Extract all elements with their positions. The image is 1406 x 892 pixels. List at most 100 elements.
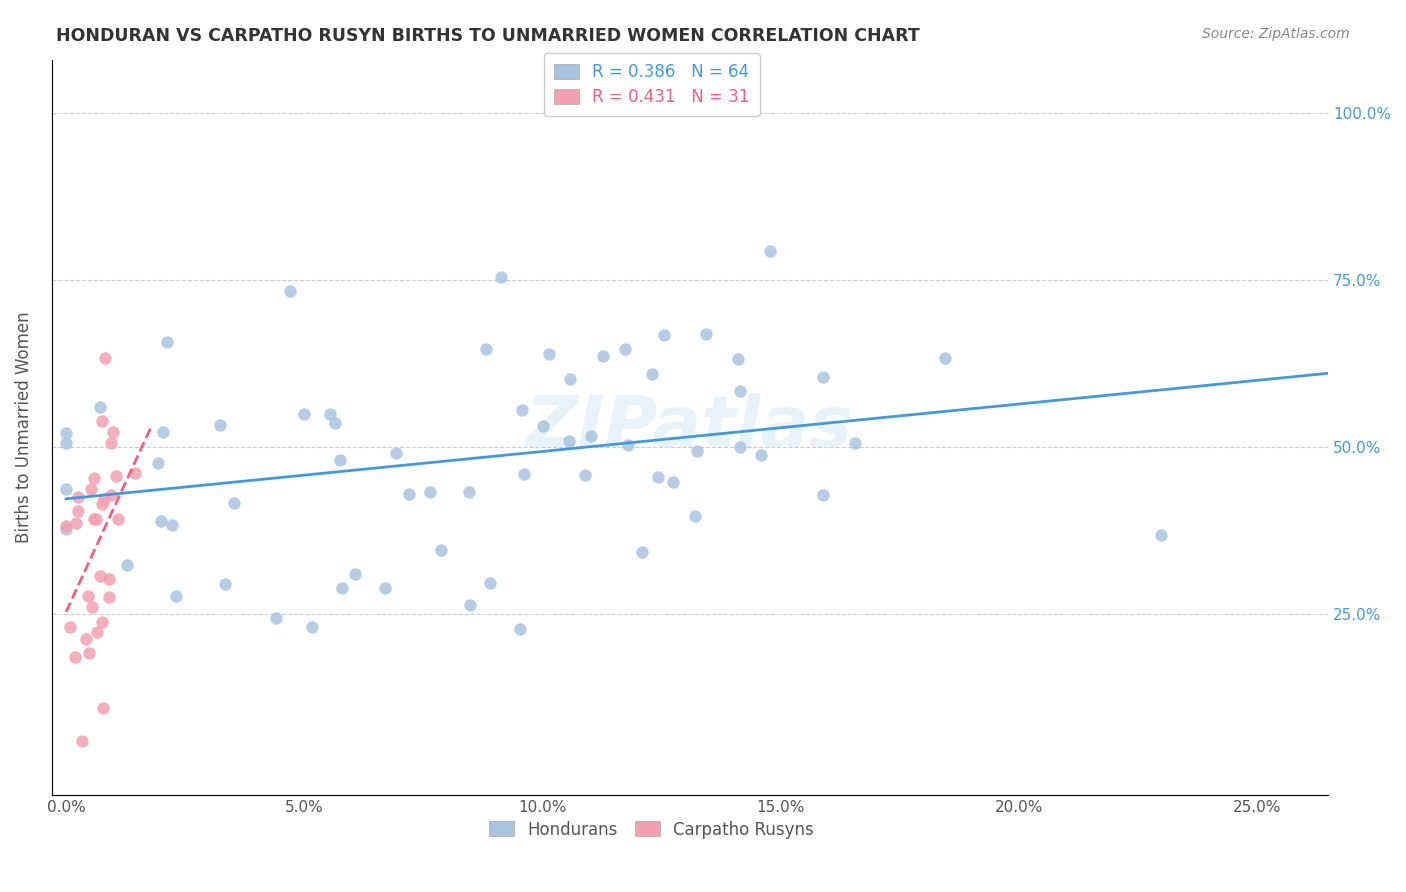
Point xyxy=(91,414,114,428)
Point xyxy=(617,438,640,452)
Point xyxy=(77,589,100,603)
Point xyxy=(86,625,108,640)
Point xyxy=(91,700,114,714)
Point xyxy=(574,468,596,483)
Point xyxy=(80,599,103,614)
Point xyxy=(84,512,107,526)
Point xyxy=(75,632,97,646)
Point xyxy=(652,328,675,343)
Point xyxy=(478,575,501,590)
Point xyxy=(683,509,706,524)
Point xyxy=(1150,528,1173,542)
Point xyxy=(509,622,531,636)
Point xyxy=(65,516,87,531)
Point xyxy=(222,496,245,510)
Point xyxy=(149,515,172,529)
Point xyxy=(105,469,128,483)
Point xyxy=(160,518,183,533)
Point xyxy=(101,425,124,439)
Point xyxy=(90,497,112,511)
Point xyxy=(592,349,614,363)
Text: ZIPatlas: ZIPatlas xyxy=(526,392,853,462)
Point xyxy=(117,558,139,573)
Point xyxy=(318,407,340,421)
Point xyxy=(579,429,602,443)
Text: HONDURAN VS CARPATHO RUSYN BIRTHS TO UNMARRIED WOMEN CORRELATION CHART: HONDURAN VS CARPATHO RUSYN BIRTHS TO UNM… xyxy=(56,27,920,45)
Point xyxy=(344,566,367,581)
Point xyxy=(475,342,498,356)
Point xyxy=(152,425,174,439)
Point xyxy=(165,589,187,603)
Point xyxy=(811,370,834,384)
Point xyxy=(148,456,170,470)
Point xyxy=(59,620,82,634)
Point xyxy=(430,543,453,558)
Point xyxy=(107,512,129,526)
Point xyxy=(384,446,406,460)
Point xyxy=(329,452,352,467)
Point xyxy=(398,487,420,501)
Point xyxy=(93,492,115,507)
Point xyxy=(759,244,782,259)
Point xyxy=(934,351,956,365)
Point xyxy=(70,734,93,748)
Point xyxy=(631,545,654,559)
Point xyxy=(55,425,77,440)
Text: Source: ZipAtlas.com: Source: ZipAtlas.com xyxy=(1202,27,1350,41)
Point xyxy=(264,611,287,625)
Point xyxy=(301,620,323,634)
Point xyxy=(537,347,560,361)
Point xyxy=(100,487,122,501)
Point xyxy=(662,475,685,489)
Point xyxy=(458,598,481,612)
Point xyxy=(63,650,86,665)
Point xyxy=(55,435,77,450)
Point xyxy=(647,469,669,483)
Point xyxy=(458,484,481,499)
Point xyxy=(100,436,122,450)
Point xyxy=(55,522,77,536)
Point xyxy=(55,519,77,533)
Point xyxy=(844,435,866,450)
Point xyxy=(330,581,353,595)
Point xyxy=(558,372,581,386)
Point xyxy=(419,484,441,499)
Point xyxy=(55,482,77,496)
Point xyxy=(214,576,236,591)
Point xyxy=(292,407,315,421)
Point xyxy=(83,471,105,485)
Point xyxy=(686,444,709,458)
Point xyxy=(98,573,121,587)
Point xyxy=(156,334,179,349)
Point xyxy=(558,434,581,449)
Point xyxy=(491,270,513,285)
Legend: Hondurans, Carpatho Rusyns: Hondurans, Carpatho Rusyns xyxy=(482,814,821,846)
Point xyxy=(94,351,117,365)
Point xyxy=(67,491,90,505)
Point xyxy=(208,417,231,432)
Point xyxy=(533,418,555,433)
Point xyxy=(90,615,112,630)
Point xyxy=(728,440,751,454)
Point xyxy=(641,368,664,382)
Point xyxy=(80,482,103,496)
Point xyxy=(813,488,835,502)
Point xyxy=(727,351,749,366)
Point xyxy=(97,590,120,604)
Point xyxy=(513,467,536,481)
Point xyxy=(89,401,111,415)
Point xyxy=(749,448,772,462)
Point xyxy=(613,342,636,356)
Point xyxy=(124,466,146,480)
Point xyxy=(374,582,396,596)
Point xyxy=(728,384,751,398)
Point xyxy=(67,504,90,518)
Point xyxy=(510,403,533,417)
Point xyxy=(278,285,301,299)
Point xyxy=(83,511,105,525)
Point xyxy=(695,327,717,342)
Point xyxy=(325,416,347,430)
Point xyxy=(89,568,111,582)
Point xyxy=(77,646,100,660)
Y-axis label: Births to Unmarried Women: Births to Unmarried Women xyxy=(15,311,32,543)
